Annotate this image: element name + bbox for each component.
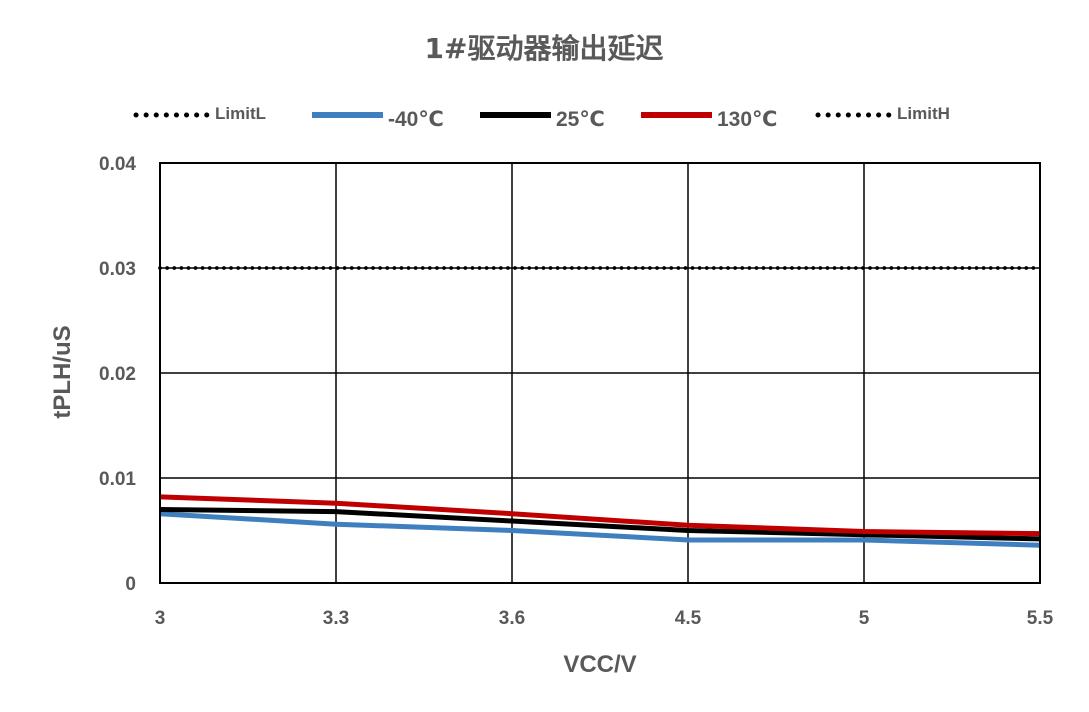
y-axis-ticks: 0 0.01 0.02 0.03 0.04 xyxy=(99,154,136,595)
legend-label-minus40: -40℃ xyxy=(388,108,444,131)
legend-item-limitl: LimitL xyxy=(133,104,266,123)
x-axis-title: VCC/V xyxy=(563,651,636,678)
x-tick-label: 5 xyxy=(859,608,870,629)
x-tick-label: 5.5 xyxy=(1027,608,1054,629)
series-line-1 xyxy=(159,511,1041,548)
x-tick-label: 3.6 xyxy=(499,608,525,629)
y-tick-label: 0 xyxy=(125,574,136,595)
legend-item-minus40: -40℃ xyxy=(312,108,444,131)
y-tick-label: 0.03 xyxy=(99,259,136,280)
plot-area-border xyxy=(159,162,1041,584)
chart-title: 1#驱动器输出延迟 xyxy=(425,32,664,65)
legend-label-25: 25℃ xyxy=(556,108,605,131)
x-tick-label: 3 xyxy=(155,608,166,629)
legend-item-130: 130℃ xyxy=(641,108,777,131)
y-axis-title: tPLH/uS xyxy=(49,325,76,418)
legend: LimitL -40℃ 25℃ 130℃ LimitH xyxy=(133,104,950,131)
legend-item-limith: LimitH xyxy=(815,104,950,123)
y-tick-label: 0.02 xyxy=(99,364,136,385)
series-lines xyxy=(158,266,1042,548)
x-axis-ticks: 3 3.3 3.6 4.5 5 5.5 xyxy=(155,608,1054,629)
y-tick-label: 0.04 xyxy=(99,154,136,175)
legend-item-25: 25℃ xyxy=(480,108,605,131)
x-tick-label: 3.3 xyxy=(323,608,349,629)
legend-label-130: 130℃ xyxy=(717,108,777,131)
y-tick-label: 0.01 xyxy=(99,469,136,490)
series-line-3 xyxy=(159,494,1041,537)
series-line-2 xyxy=(159,507,1041,542)
x-tick-label: 4.5 xyxy=(675,608,702,629)
legend-label-limith: LimitH xyxy=(897,104,950,123)
legend-label-limitl: LimitL xyxy=(215,104,266,123)
